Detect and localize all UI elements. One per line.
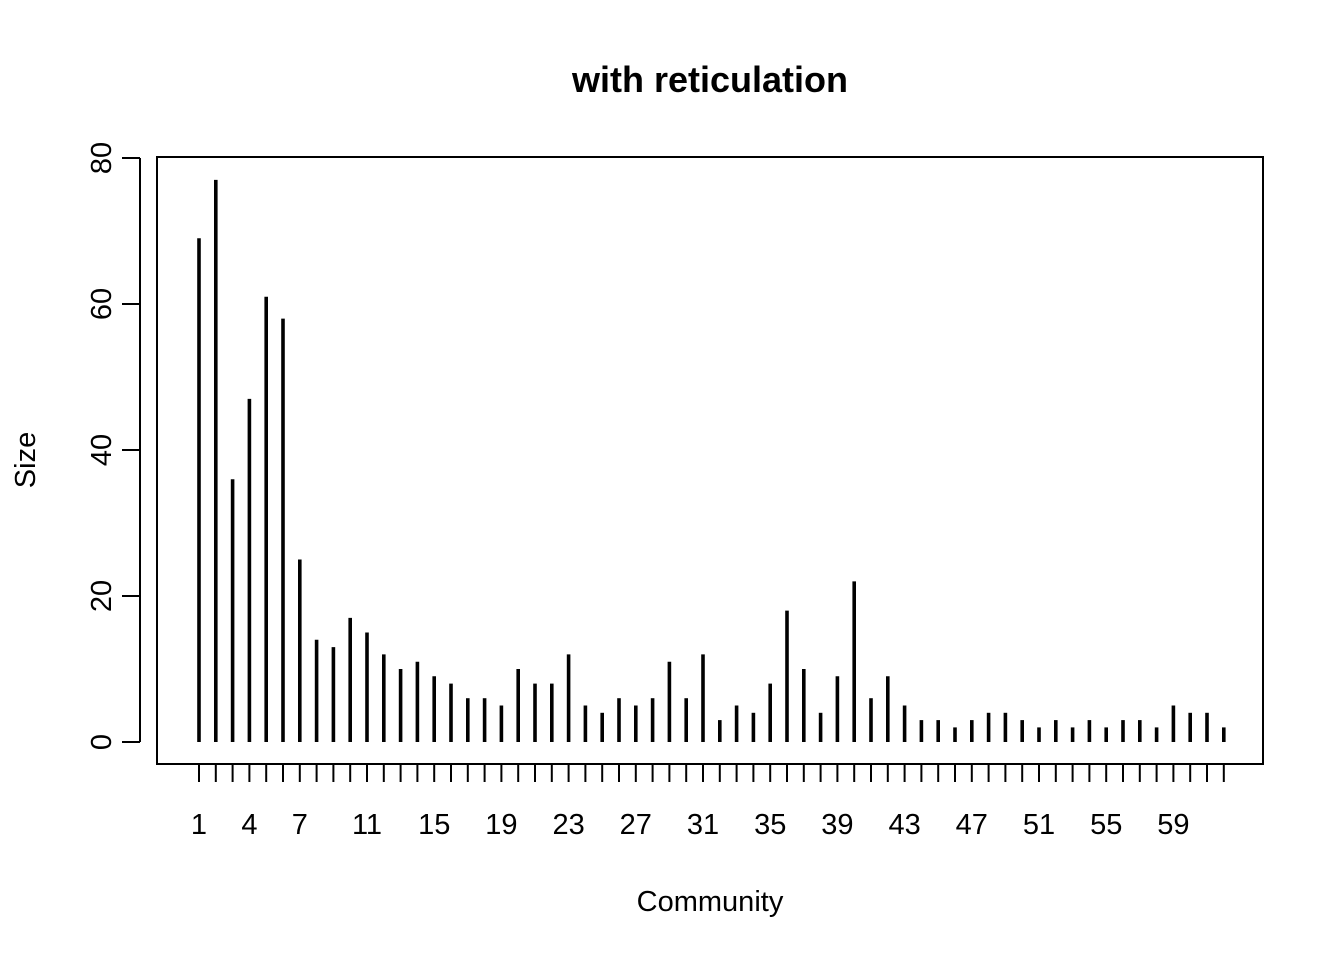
x-tick-label: 11 <box>352 809 382 841</box>
x-tick-label: 43 <box>888 809 920 841</box>
x-tick-label: 55 <box>1090 809 1122 841</box>
x-tick-label: 47 <box>956 809 988 841</box>
x-tick-label: 31 <box>687 809 719 841</box>
x-tick-label: 35 <box>754 809 786 841</box>
y-tick-label: 0 <box>86 734 118 750</box>
x-tick-label: 19 <box>485 809 517 841</box>
y-axis: 0 20 40 60 80 <box>86 142 141 750</box>
y-axis-label: Size <box>10 432 42 488</box>
x-tick-label: 59 <box>1157 809 1189 841</box>
y-tick-label: 20 <box>86 580 118 612</box>
x-tick-label: 15 <box>418 809 450 841</box>
x-tick-label: 51 <box>1023 809 1055 841</box>
x-tick-label: 39 <box>821 809 853 841</box>
x-axis-label: Community <box>637 886 784 918</box>
bars <box>197 179 1226 742</box>
x-tick-label: 1 <box>191 809 207 841</box>
plot-frame <box>156 156 1264 765</box>
y-tick-label: 40 <box>86 434 118 466</box>
x-tick-label: 7 <box>292 809 308 841</box>
x-tick-label: 27 <box>620 809 652 841</box>
x-axis: 1 4 7 11 15 19 23 27 31 35 39 43 47 51 55 59 <box>191 763 1225 841</box>
y-tick-label: 60 <box>86 288 118 320</box>
x-tick-label: 23 <box>552 809 584 841</box>
y-tick-label: 80 <box>86 142 118 174</box>
chart-title: with reticulation <box>571 59 848 100</box>
x-tick-label: 4 <box>241 809 257 841</box>
